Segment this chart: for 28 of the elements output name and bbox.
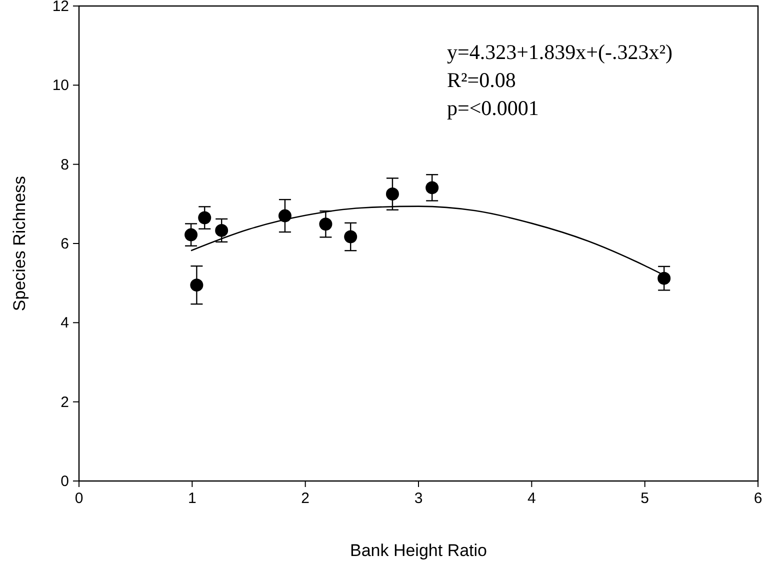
point (386, 188, 399, 201)
point (215, 224, 228, 237)
y-tick-label: 6 (60, 236, 69, 252)
point (184, 228, 198, 242)
y-tick-label: 12 (52, 0, 69, 15)
point (198, 211, 212, 224)
x-tick-label: 5 (640, 490, 650, 507)
annotation: p=<0.0001 (447, 96, 539, 120)
y-tick-label: 0 (60, 473, 69, 490)
x-tick-label: 4 (527, 490, 536, 507)
y-axis-title: Species Richness (10, 176, 29, 312)
y-tick-label: 10 (52, 77, 69, 94)
y-tick-label: 2 (60, 394, 69, 411)
point (426, 181, 439, 194)
annotation: R²=0.08 (447, 68, 516, 92)
point (344, 230, 358, 244)
y-tick-label: 8 (60, 156, 69, 174)
point (319, 218, 332, 231)
x-tick-label: 6 (754, 490, 762, 507)
x-tick-label: 2 (301, 490, 310, 507)
y-tick-label: 4 (60, 314, 69, 332)
point (190, 278, 204, 292)
x-tick-label: 0 (74, 490, 84, 507)
x-tick-label: 3 (414, 490, 423, 507)
x-tick-label: 1 (188, 490, 196, 507)
x-axis-title: Bank Height Ratio (350, 541, 488, 560)
annotation: y=4.323+1.839x+(-.323x²) (447, 40, 673, 64)
point (658, 272, 671, 285)
